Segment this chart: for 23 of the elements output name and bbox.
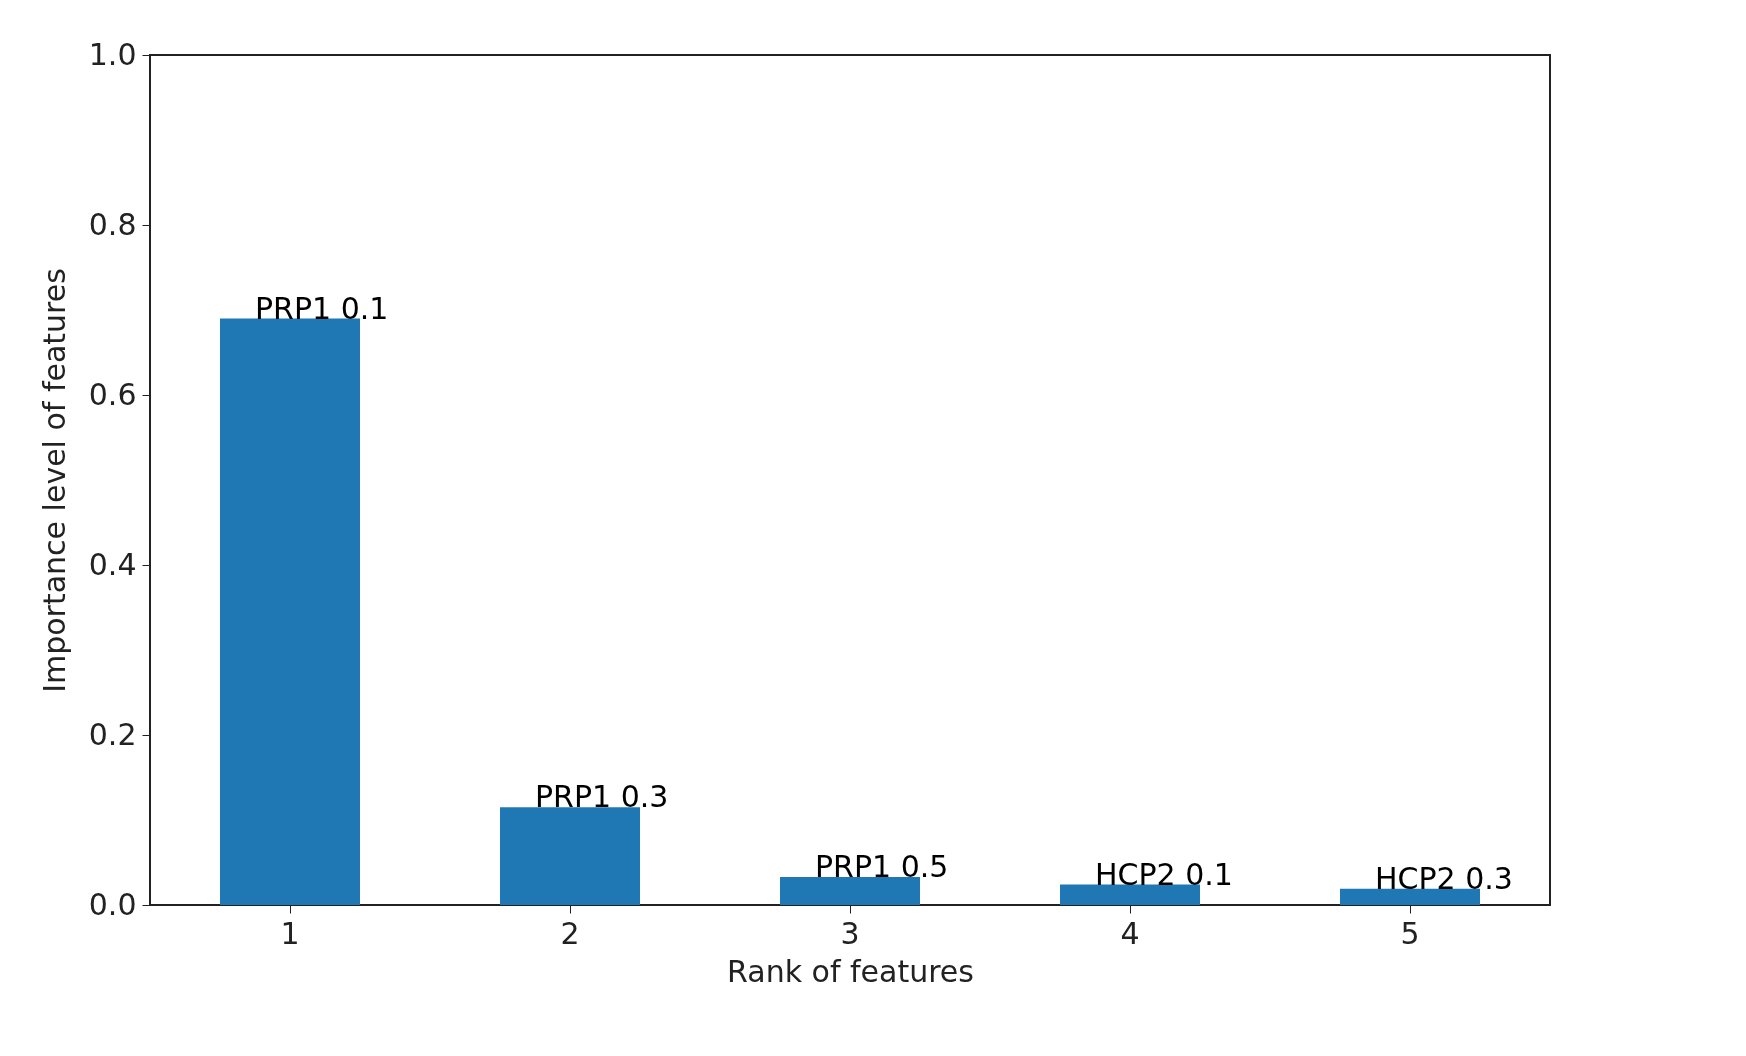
x-tick-label: 1 [280,915,300,951]
bar [1060,884,1200,905]
x-tick-label: 4 [1120,915,1140,951]
annotation: HCP2 0.1 [1095,856,1233,892]
annotation: PRP1 0.3 [535,779,669,815]
x-tick-label: 2 [560,915,580,951]
y-tick-label: 0.4 [88,546,137,582]
bar [500,807,640,905]
x-axis-title: Rank of features [727,953,974,989]
y-tick-label: 1.0 [88,36,137,72]
bar [220,318,360,905]
y-axis-title: Importance level of features [36,268,72,693]
bar [780,876,920,905]
annotation: HCP2 0.3 [1375,860,1513,896]
annotation: PRP1 0.1 [255,290,389,326]
x-tick-label: 3 [840,915,860,951]
y-tick-label: 0.6 [88,376,137,412]
y-tick-label: 0.0 [88,886,137,922]
y-tick-label: 0.8 [88,206,137,242]
bar [1340,888,1480,905]
y-tick-label: 0.2 [88,716,137,752]
annotation: PRP1 0.5 [815,848,949,884]
x-tick-label: 5 [1400,915,1420,951]
